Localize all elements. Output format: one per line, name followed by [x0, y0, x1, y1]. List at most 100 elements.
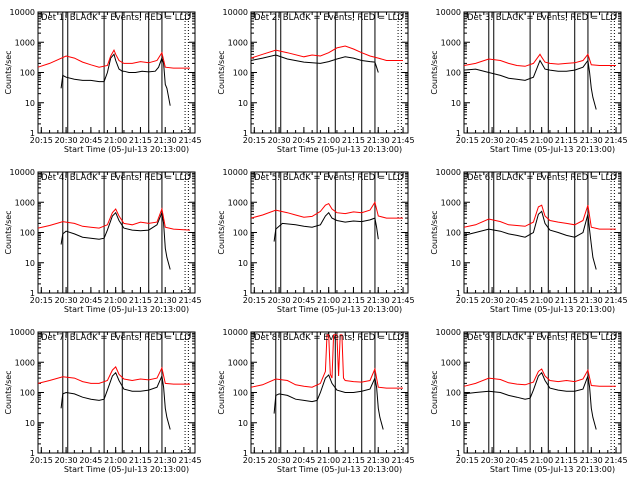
y-tick-label: 100 [233, 69, 248, 78]
y-tick-label: 10 [25, 419, 35, 428]
x-tick-label: 20:30 [481, 296, 504, 305]
x-tick-label: 21:45 [179, 296, 202, 305]
detector-panel-6: 1 10 100 1000 10000 20:15 20:30 20:45 21:00 21:15… [430, 168, 628, 314]
x-tick-label: 20:45 [79, 456, 102, 465]
y-tick-label: 1 [243, 289, 248, 298]
x-tick-label: 20:15 [30, 136, 53, 145]
y-tick-label: 1000 [441, 358, 461, 367]
detector-panel-5: 1 10 100 1000 10000 20:15 20:30 20:45 21:00 21:15… [217, 168, 415, 314]
x-tick-label: 20:30 [268, 136, 291, 145]
x-tick-label: 21:30 [154, 296, 177, 305]
y-axis-label: Counts/sec [430, 370, 439, 414]
x-tick-label: 20:45 [79, 136, 102, 145]
y-tick-label: 100 [20, 69, 35, 78]
y-tick-label: 1000 [441, 38, 461, 47]
x-tick-label: 20:15 [243, 136, 266, 145]
panel-title: Det 1: BLACK = Events, RED = LLD [41, 13, 191, 23]
x-tick-label: 20:15 [243, 456, 266, 465]
x-tick-label: 21:45 [605, 136, 628, 145]
detector-panel-8: 1 10 100 1000 10000 20:15 20:30 20:45 21:00 21:15… [217, 328, 415, 474]
y-tick-label: 1000 [228, 38, 248, 47]
y-axis-label: Counts/sec [4, 210, 13, 254]
x-axis-label: Start Time (05-Jul-13 20:13:00) [490, 145, 615, 154]
x-tick-label: 20:45 [505, 456, 528, 465]
y-axis-label: Counts/sec [430, 210, 439, 254]
x-tick-label: 21:30 [580, 456, 603, 465]
y-axis-label: Counts/sec [217, 210, 226, 254]
y-tick-label: 1 [243, 449, 248, 458]
x-tick-label: 20:30 [268, 456, 291, 465]
y-tick-label: 10 [238, 99, 248, 108]
y-tick-label: 1 [30, 129, 35, 138]
y-tick-label: 100 [446, 389, 461, 398]
series-events-line [463, 371, 597, 430]
detector-panel-4: 1 10 100 1000 10000 20:15 20:30 20:45 21:00 21:15… [4, 168, 202, 314]
x-tick-label: 20:45 [292, 296, 315, 305]
y-tick-label: 100 [233, 229, 248, 238]
panel-title: Det 6: BLACK = Events, RED = LLD [467, 173, 617, 183]
y-tick-label: 100 [233, 389, 248, 398]
x-axis-label: Start Time (05-Jul-13 20:13:00) [277, 465, 402, 474]
x-tick-label: 21:45 [179, 136, 202, 145]
series-events-line [273, 211, 379, 242]
panel-title: Det 4: BLACK = Events, RED = LLD [41, 173, 191, 183]
x-axis-label: Start Time (05-Jul-13 20:13:00) [64, 465, 189, 474]
series-events-line [60, 210, 171, 270]
y-axis-label: Counts/sec [217, 50, 226, 94]
y-tick-label: 10000 [436, 8, 461, 17]
x-tick-label: 21:00 [530, 456, 553, 465]
y-tick-label: 10 [25, 259, 35, 268]
detector-panel-1: 1 10 100 1000 10000 20:15 20:30 20:45 21:00 21:15… [4, 8, 202, 154]
detector-panel-7: 1 10 100 1000 10000 20:15 20:30 20:45 21:00 21:15… [4, 328, 202, 474]
y-tick-label: 10000 [10, 8, 35, 17]
x-tick-label: 21:30 [154, 136, 177, 145]
x-tick-label: 20:15 [456, 296, 479, 305]
x-tick-label: 21:30 [367, 136, 390, 145]
x-tick-label: 21:00 [317, 136, 340, 145]
x-tick-label: 21:15 [555, 296, 578, 305]
x-axis-label: Start Time (05-Jul-13 20:13:00) [64, 145, 189, 154]
series-events-line [60, 371, 171, 430]
panel-title: Det 8: BLACK = Events, RED = LLD [254, 333, 404, 343]
detector-panel-2: 1 10 100 1000 10000 20:15 20:30 20:45 21:00 21:15… [217, 8, 415, 154]
y-tick-label: 1000 [441, 198, 461, 207]
x-tick-label: 21:00 [317, 296, 340, 305]
x-tick-label: 20:45 [292, 456, 315, 465]
x-tick-label: 21:30 [154, 456, 177, 465]
x-tick-label: 21:45 [179, 456, 202, 465]
y-axis-label: Counts/sec [217, 370, 226, 414]
series-lld-line [37, 207, 191, 231]
y-tick-label: 1 [243, 129, 248, 138]
y-tick-label: 1000 [15, 198, 35, 207]
series-events-line [273, 374, 384, 430]
y-tick-label: 10 [238, 259, 248, 268]
y-tick-label: 10000 [10, 168, 35, 177]
x-axis-label: Start Time (05-Jul-13 20:13:00) [277, 145, 402, 154]
x-tick-label: 21:30 [580, 136, 603, 145]
series-lld-line [37, 366, 190, 385]
x-tick-label: 20:15 [456, 456, 479, 465]
x-tick-label: 20:30 [481, 136, 504, 145]
panel-title: Det 3: BLACK = Events, RED = LLD [467, 13, 617, 23]
panel-title: Det 9: BLACK = Events, RED = LLD [467, 333, 617, 343]
panel-title: Det 5: BLACK = Events, RED = LLD [254, 173, 404, 183]
panel-title: Det 7: BLACK = Events, RED = LLD [41, 333, 191, 343]
x-axis-label: Start Time (05-Jul-13 20:13:00) [277, 305, 402, 314]
y-tick-label: 10 [451, 419, 461, 428]
x-tick-label: 21:00 [317, 456, 340, 465]
y-tick-label: 10000 [436, 328, 461, 337]
y-axis-label: Counts/sec [4, 370, 13, 414]
series-events-line [463, 210, 597, 270]
x-tick-label: 20:15 [30, 456, 53, 465]
series-lld-line [250, 334, 403, 389]
x-tick-label: 21:30 [367, 456, 390, 465]
x-tick-label: 21:30 [367, 296, 390, 305]
detector-panel-3: 1 10 100 1000 10000 20:15 20:30 20:45 21:00 21:15… [430, 8, 628, 154]
y-tick-label: 10000 [10, 328, 35, 337]
y-axis-label: Counts/sec [4, 50, 13, 94]
x-tick-label: 20:30 [481, 456, 504, 465]
y-tick-label: 1 [30, 289, 35, 298]
x-axis-label: Start Time (05-Jul-13 20:13:00) [490, 305, 615, 314]
y-tick-label: 1 [30, 449, 35, 458]
y-tick-label: 100 [20, 389, 35, 398]
